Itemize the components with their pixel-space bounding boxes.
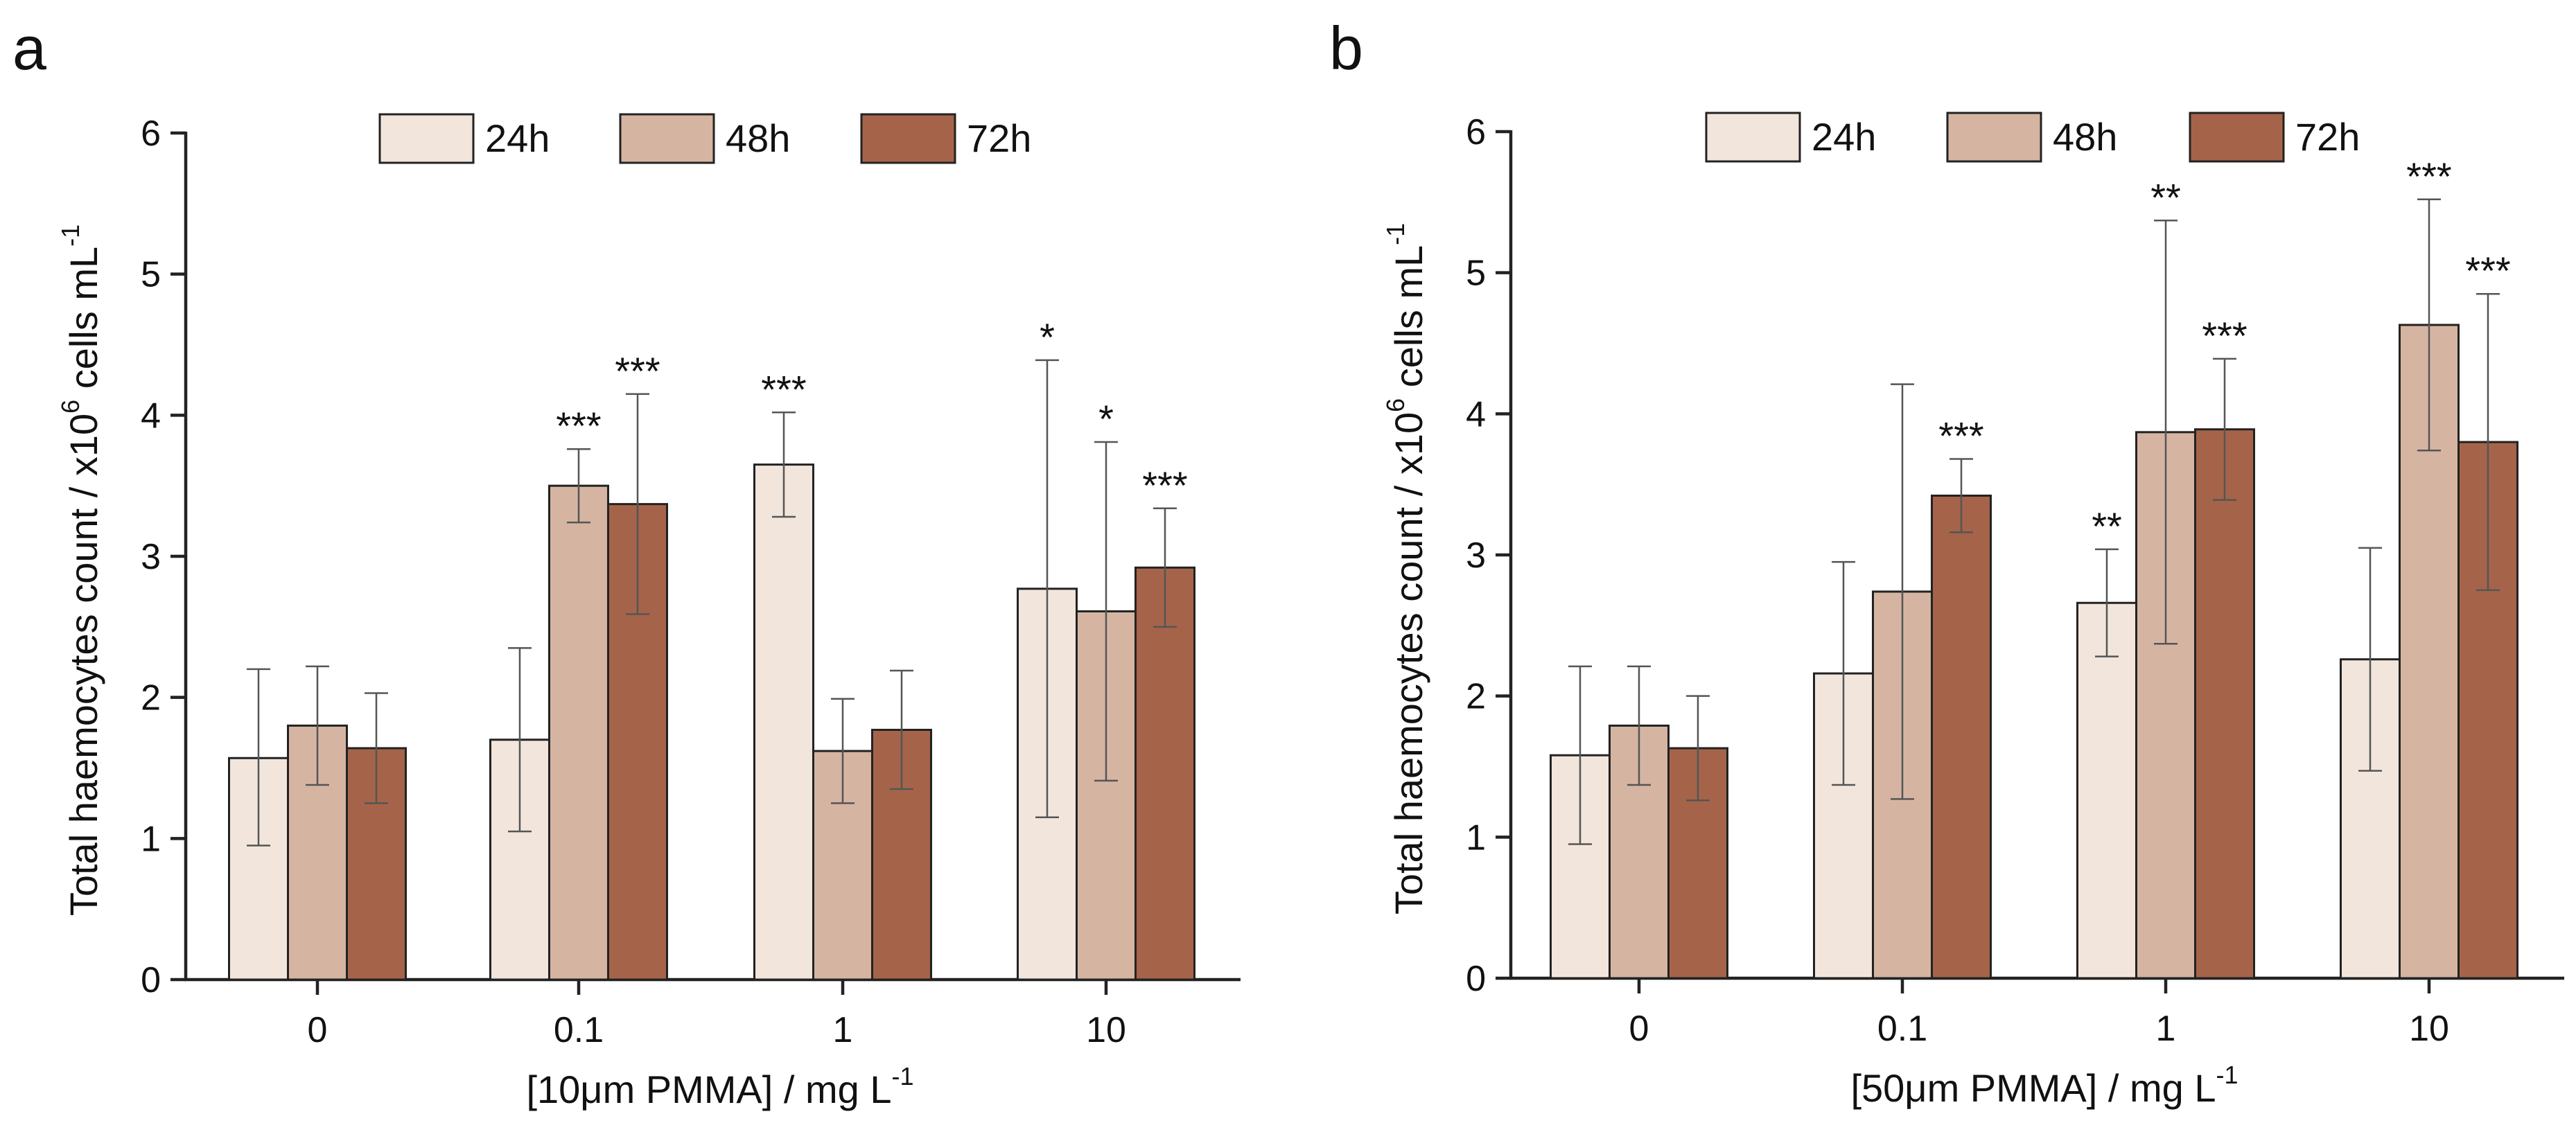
y-axis-title: Total haemocytes count / x106 cells mL-1 xyxy=(1381,223,1430,914)
significance-marker: *** xyxy=(761,367,806,411)
y-tick-label: 3 xyxy=(141,537,161,577)
legend-label-24h: 24h xyxy=(1812,115,1876,159)
y-tick-label: 3 xyxy=(1466,536,1486,576)
y-tick-label: 5 xyxy=(1466,254,1486,294)
legend-swatch-48h xyxy=(1946,112,2042,163)
y-tick-label: 4 xyxy=(141,396,161,436)
x-axis-title: [50μm PMMA] / mg L-1 xyxy=(1850,1061,2238,1110)
legend-label-72h: 72h xyxy=(967,116,1031,160)
significance-marker: *** xyxy=(1142,463,1187,507)
bar-72h-0.1 xyxy=(1931,494,1992,980)
panel-label: b xyxy=(1329,14,1363,82)
x-tick-label: 0 xyxy=(308,1010,328,1050)
x-tick-label: 0.1 xyxy=(554,1010,604,1050)
x-tick-label: 1 xyxy=(2156,1009,2176,1049)
x-tick-label: 10 xyxy=(1086,1010,1126,1050)
y-tick-label: 4 xyxy=(1466,394,1486,434)
significance-marker: *** xyxy=(1938,414,1983,458)
y-tick-label: 6 xyxy=(141,114,161,154)
y-tick-label: 0 xyxy=(1466,959,1486,999)
x-tick-label: 1 xyxy=(833,1010,853,1050)
y-tick-label: 2 xyxy=(1466,677,1486,717)
significance-marker: ** xyxy=(2092,504,2122,548)
x-tick-label: 10 xyxy=(2409,1009,2449,1049)
significance-marker: *** xyxy=(556,404,601,448)
y-tick-label: 6 xyxy=(1466,112,1486,152)
significance-marker: ** xyxy=(2150,175,2181,219)
x-axis-title: [10μm PMMA] / mg L-1 xyxy=(526,1062,913,1111)
x-tick-label: 0.1 xyxy=(1877,1009,1927,1049)
legend-swatch-72h xyxy=(860,113,956,164)
significance-marker: *** xyxy=(615,349,660,393)
y-axis-title: Total haemocytes count / x106 cells mL-1 xyxy=(56,224,105,916)
y-tick-label: 1 xyxy=(1466,817,1486,858)
significance-marker: * xyxy=(1098,397,1114,441)
panel-label: a xyxy=(12,14,46,82)
bar-24h-1 xyxy=(2076,601,2137,980)
y-tick-label: 2 xyxy=(141,678,161,718)
legend-label-24h: 24h xyxy=(485,116,550,160)
legend-swatch-24h xyxy=(378,113,475,164)
y-tick-label: 0 xyxy=(141,960,161,1000)
significance-marker: *** xyxy=(2406,154,2451,198)
y-tick-label: 1 xyxy=(141,819,161,859)
significance-marker: *** xyxy=(2465,249,2510,292)
legend-swatch-48h xyxy=(619,113,715,164)
legend-label-48h: 48h xyxy=(726,116,790,160)
legend-swatch-72h xyxy=(2189,112,2285,163)
bar-72h-10 xyxy=(1134,566,1195,981)
legend-swatch-24h xyxy=(1705,112,1801,163)
bar-24h-1 xyxy=(753,463,814,981)
x-tick-label: 0 xyxy=(1629,1009,1649,1049)
significance-marker: *** xyxy=(2202,314,2247,357)
significance-marker: * xyxy=(1040,315,1055,359)
bar-48h-0.1 xyxy=(548,484,609,981)
legend-label-72h: 72h xyxy=(2295,115,2360,159)
legend-label-48h: 48h xyxy=(2053,115,2117,159)
y-tick-label: 5 xyxy=(141,255,161,295)
bar-72h-1 xyxy=(2194,428,2255,980)
